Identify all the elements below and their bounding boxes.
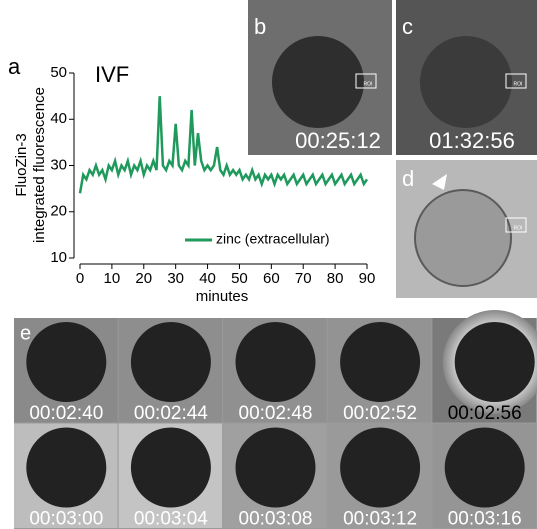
panel-label: a	[8, 54, 21, 79]
x-tick-label: 0	[76, 270, 84, 287]
arrowhead	[432, 174, 447, 190]
timestamp: 00:02:48	[239, 403, 313, 424]
chart-title: IVF	[95, 62, 129, 87]
roi-label: ROI	[364, 81, 373, 87]
y-tick-label: 50	[50, 64, 67, 81]
legend-label: zinc (extracellular)	[216, 231, 330, 247]
panel-label: d	[402, 166, 414, 191]
timestamp: 00:25:12	[295, 128, 381, 153]
x-tick-label: 80	[327, 270, 344, 287]
y-tick-label: 40	[50, 110, 67, 127]
data-line	[78, 96, 369, 194]
egg	[130, 322, 211, 402]
egg	[235, 427, 316, 508]
roi-box	[505, 73, 527, 89]
x-tick-label: 60	[263, 270, 280, 287]
timestamp: 00:03:08	[239, 509, 313, 529]
x-tick-label: 70	[295, 270, 312, 287]
egg	[26, 427, 107, 508]
egg	[454, 322, 535, 402]
y-label: integrated fluorescence	[31, 87, 48, 243]
panel-label: c	[402, 14, 413, 39]
egg	[420, 36, 512, 128]
timestamp: 00:03:12	[343, 509, 417, 529]
egg	[340, 322, 421, 402]
egg	[130, 427, 211, 508]
egg	[272, 36, 364, 128]
timestamp: 00:03:16	[448, 509, 522, 529]
x-tick-label: 30	[167, 270, 184, 287]
egg	[235, 322, 316, 402]
y-tick-label: 30	[50, 156, 67, 173]
y-label: FluoZin-3	[13, 133, 30, 196]
timestamp: 00:02:40	[29, 403, 103, 424]
roi-box	[355, 73, 377, 89]
x-tick-label: 20	[135, 270, 152, 287]
timestamp: 00:02:56	[448, 403, 522, 424]
egg	[444, 427, 525, 508]
timestamp: 00:02:52	[343, 403, 417, 424]
egg	[340, 427, 421, 508]
timestamp: 00:02:44	[134, 403, 208, 424]
x-tick-label: 40	[199, 270, 216, 287]
timestamp: 00:03:04	[134, 509, 208, 529]
x-tick-label: 90	[359, 270, 376, 287]
egg	[26, 322, 107, 402]
roi-box	[505, 217, 527, 233]
roi-label: ROI	[514, 225, 523, 231]
x-label: minutes	[196, 288, 249, 305]
panel-label: e	[20, 322, 31, 344]
panel-label: b	[254, 14, 266, 39]
timestamp: 01:32:56	[429, 128, 515, 153]
x-tick-label: 50	[231, 270, 248, 287]
y-tick-label: 20	[50, 203, 67, 220]
x-tick-label: 10	[104, 270, 121, 287]
egg	[414, 189, 512, 287]
y-tick-label: 10	[50, 249, 67, 266]
timestamp: 00:03:00	[29, 509, 103, 529]
roi-label: ROI	[514, 81, 523, 87]
timelapse: 00:02:40 00:02:44 00:02:48 00:02:52 00:02:56…	[14, 310, 537, 529]
